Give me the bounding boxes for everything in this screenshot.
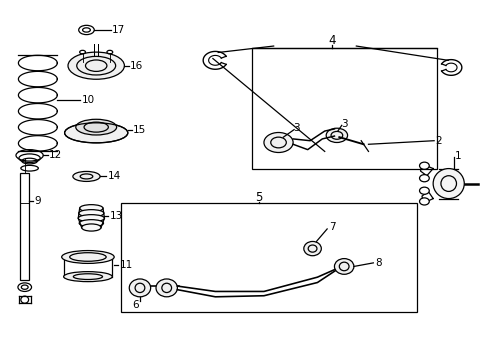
Ellipse shape — [63, 272, 112, 282]
Bar — [20, 173, 29, 280]
Text: 3: 3 — [340, 119, 346, 129]
Ellipse shape — [432, 168, 463, 199]
Text: 9: 9 — [34, 197, 41, 206]
Ellipse shape — [419, 198, 428, 205]
Ellipse shape — [80, 204, 103, 212]
Ellipse shape — [79, 210, 104, 217]
Bar — [120, 203, 416, 312]
Text: 14: 14 — [107, 171, 121, 181]
Ellipse shape — [325, 128, 347, 143]
Ellipse shape — [79, 220, 103, 227]
Ellipse shape — [334, 258, 353, 274]
Text: 7: 7 — [328, 222, 335, 232]
Ellipse shape — [68, 52, 124, 79]
Ellipse shape — [78, 215, 104, 222]
Ellipse shape — [156, 279, 177, 297]
Text: 2: 2 — [435, 136, 441, 146]
Text: 1: 1 — [454, 151, 461, 161]
Text: 10: 10 — [81, 95, 95, 105]
Ellipse shape — [73, 171, 100, 181]
Text: 11: 11 — [119, 260, 133, 270]
Ellipse shape — [264, 132, 292, 153]
Text: 5: 5 — [255, 192, 262, 204]
Ellipse shape — [419, 187, 428, 194]
Text: 4: 4 — [327, 34, 335, 47]
Ellipse shape — [419, 162, 428, 169]
Text: 12: 12 — [49, 150, 62, 160]
Text: 3: 3 — [292, 123, 299, 133]
Text: 6: 6 — [132, 300, 138, 310]
Ellipse shape — [303, 242, 321, 256]
Ellipse shape — [64, 123, 127, 143]
Text: 8: 8 — [374, 258, 381, 268]
Text: 13: 13 — [110, 211, 123, 221]
Ellipse shape — [61, 251, 114, 264]
Bar — [251, 48, 436, 169]
Ellipse shape — [129, 279, 150, 297]
Ellipse shape — [419, 175, 428, 182]
Text: 17: 17 — [112, 25, 125, 35]
Text: 16: 16 — [130, 61, 143, 71]
Text: 15: 15 — [133, 125, 146, 135]
Ellipse shape — [81, 224, 101, 231]
Ellipse shape — [76, 119, 116, 135]
